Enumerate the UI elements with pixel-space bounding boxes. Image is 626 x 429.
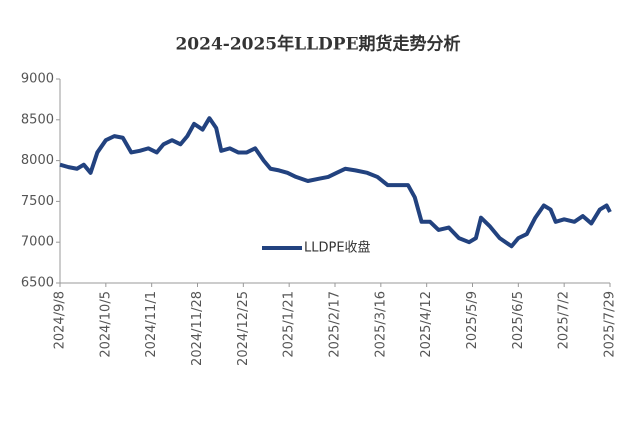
x-tick-label: 2025/2/17 [328,291,343,358]
y-tick-label: 7000 [21,235,54,250]
x-tick-label: 2024/11/28 [190,291,205,366]
y-tick-label: 6500 [21,276,54,291]
line [59,116,612,249]
x-tick-label: 2024/12/25 [236,291,251,366]
x-tick-label: 2025/7/29 [603,291,618,358]
x-tick-label: 2025/7/2 [557,291,572,349]
x-tick-label: 2025/4/12 [419,291,434,358]
x-tick-label: 2025/1/21 [282,291,297,358]
x-tick-label: 2025/3/16 [373,291,388,358]
y-tick-label: 8000 [21,153,54,168]
chart-title: 2024-2025年LLDPE期货走势分析 [175,34,460,55]
y-tick-label: 9000 [21,72,54,87]
legend-label: LLDPE收盘 [304,240,371,256]
x-tick-label: 2024/10/5 [98,291,113,358]
x-tick-label: 2024/9/8 [53,291,68,349]
x-tick-label: 2024/11/1 [144,291,159,358]
y-tick-label: 8500 [21,112,54,127]
y-tick-label: 7500 [21,194,54,209]
x-tick-label: 2025/5/9 [465,291,480,349]
x-tick-label: 2025/6/5 [511,291,526,349]
